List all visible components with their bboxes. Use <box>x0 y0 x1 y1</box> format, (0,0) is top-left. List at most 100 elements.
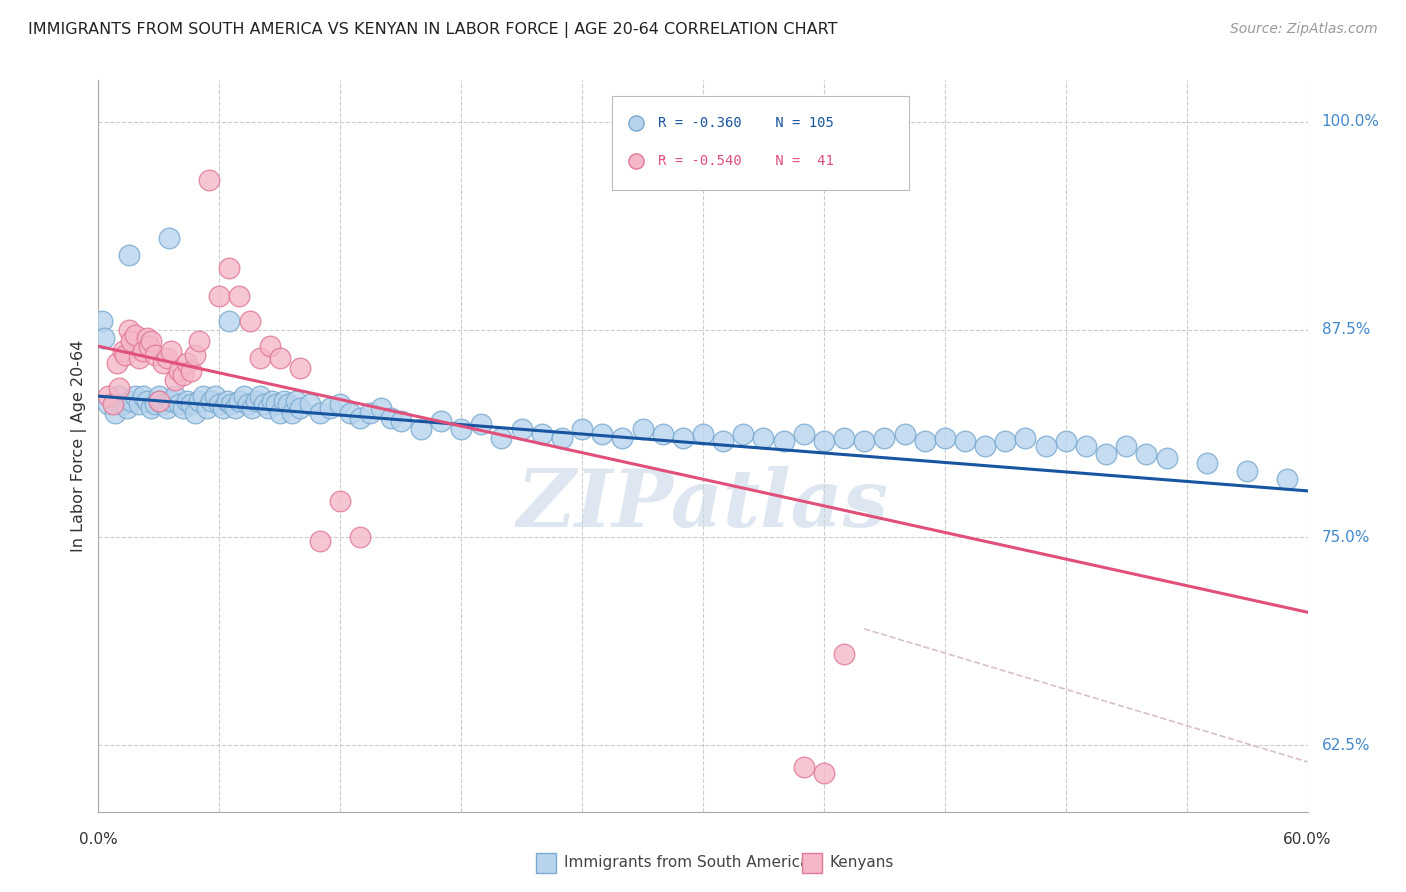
Point <box>672 431 695 445</box>
Point <box>118 323 141 337</box>
Point <box>156 351 179 365</box>
Point <box>239 314 262 328</box>
Point <box>172 368 194 382</box>
Point <box>148 394 170 409</box>
Point <box>193 389 215 403</box>
Point <box>284 394 307 409</box>
Point <box>163 389 186 403</box>
Point <box>380 410 402 425</box>
Text: R = -0.360    N = 105: R = -0.360 N = 105 <box>658 116 834 129</box>
Point <box>249 389 271 403</box>
Point <box>97 397 120 411</box>
Point <box>224 401 246 415</box>
Text: Kenyans: Kenyans <box>830 855 894 871</box>
Text: 100.0%: 100.0% <box>1322 114 1379 129</box>
Point <box>124 327 146 342</box>
Point <box>277 397 299 411</box>
Point <box>212 401 235 415</box>
Point <box>143 347 166 361</box>
Point <box>128 351 150 365</box>
Point <box>470 417 492 432</box>
Text: Immigrants from South America: Immigrants from South America <box>564 855 810 871</box>
Point <box>934 431 956 445</box>
Point <box>103 406 125 420</box>
Point <box>1095 447 1118 461</box>
Text: 75.0%: 75.0% <box>1322 530 1369 545</box>
Point <box>813 766 835 780</box>
Point <box>832 431 855 445</box>
Point <box>180 364 202 378</box>
Point <box>105 356 128 370</box>
Point <box>319 401 342 415</box>
Point <box>228 394 250 409</box>
Point <box>1054 434 1077 448</box>
Point <box>299 397 322 411</box>
Point <box>148 394 170 409</box>
Point <box>914 434 936 448</box>
Text: IMMIGRANTS FROM SOUTH AMERICA VS KENYAN IN LABOR FORCE | AGE 20-64 CORRELATION C: IMMIGRANTS FROM SOUTH AMERICA VS KENYAN … <box>28 22 838 38</box>
Point <box>273 394 295 409</box>
Point <box>853 434 876 448</box>
Point <box>128 397 150 411</box>
Point <box>360 406 382 420</box>
Point <box>107 381 129 395</box>
Text: 0.0%: 0.0% <box>79 831 118 847</box>
Point <box>832 647 855 661</box>
Point <box>631 422 654 436</box>
Point <box>974 439 997 453</box>
Point <box>339 406 361 420</box>
Point <box>107 389 129 403</box>
Point <box>1115 439 1137 453</box>
Point <box>349 410 371 425</box>
Point <box>1074 439 1097 453</box>
Point <box>1236 464 1258 478</box>
Point <box>288 360 311 375</box>
Point <box>269 351 291 365</box>
Point <box>156 401 179 415</box>
Point <box>172 401 194 415</box>
Point <box>132 389 155 403</box>
Point <box>160 394 183 409</box>
Point <box>793 427 815 442</box>
Point <box>1135 447 1157 461</box>
Point <box>204 389 226 403</box>
Point <box>259 339 281 353</box>
Point <box>114 347 136 361</box>
Point <box>138 339 160 353</box>
Point <box>309 406 332 420</box>
Point <box>180 397 202 411</box>
Point <box>450 422 472 436</box>
Point <box>176 394 198 409</box>
Text: R = -0.540    N =  41: R = -0.540 N = 41 <box>658 153 834 168</box>
Text: Source: ZipAtlas.com: Source: ZipAtlas.com <box>1230 22 1378 37</box>
Point <box>139 334 162 349</box>
Point <box>370 401 392 415</box>
Point <box>160 344 183 359</box>
Point <box>692 427 714 442</box>
Point <box>236 397 259 411</box>
Point <box>984 298 1007 312</box>
Point <box>711 434 734 448</box>
Point <box>245 394 267 409</box>
Point <box>152 397 174 411</box>
Point <box>111 344 134 359</box>
Point <box>793 760 815 774</box>
Point <box>591 427 613 442</box>
Point <box>167 397 190 411</box>
Point <box>772 434 794 448</box>
Point <box>184 406 207 420</box>
Point <box>118 248 141 262</box>
Point <box>97 389 120 403</box>
Point <box>167 364 190 378</box>
Point <box>813 434 835 448</box>
Point <box>530 427 553 442</box>
Point <box>281 406 304 420</box>
Point <box>120 394 142 409</box>
Point <box>218 261 240 276</box>
Point <box>135 394 157 409</box>
Text: ZIPatlas: ZIPatlas <box>517 466 889 543</box>
FancyBboxPatch shape <box>612 96 908 190</box>
Point <box>1156 450 1178 465</box>
Point <box>1035 439 1057 453</box>
Point <box>430 414 453 428</box>
